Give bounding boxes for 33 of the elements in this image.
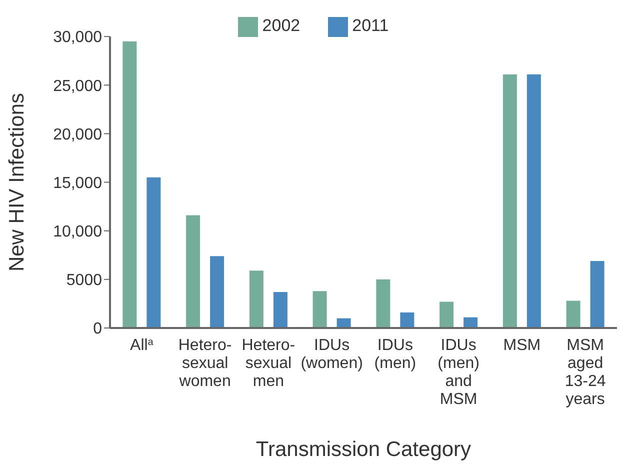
- y-tick-label: 10,000: [53, 224, 102, 241]
- bar: [146, 177, 161, 328]
- y-tick-label: 5000: [66, 272, 102, 290]
- bar: [590, 260, 604, 328]
- x-tick-label: MSM: [503, 337, 541, 354]
- bar: [376, 279, 390, 328]
- x-tick-label: Hetero- sexual women: [178, 337, 232, 390]
- bar: [122, 41, 137, 328]
- y-tick-label: 15,000: [53, 174, 102, 192]
- y-tick-label: 20,000: [53, 126, 102, 144]
- bar: [526, 74, 541, 328]
- legend-label: 2011: [352, 16, 389, 35]
- bar: [502, 74, 517, 328]
- y-tick-label: 0: [93, 320, 102, 338]
- bar: [249, 270, 264, 328]
- y-axis-title: New HIV Infections: [5, 92, 28, 272]
- bar: [440, 302, 454, 328]
- y-tick-label: 25,000: [53, 78, 102, 95]
- x-tick-label: MSM aged 13-24 years: [564, 337, 606, 408]
- bar: [273, 292, 288, 328]
- bar: [186, 215, 200, 328]
- y-tick-label: 30,000: [53, 29, 102, 46]
- x-tick-label: All$^{a}$: [130, 336, 154, 354]
- x-tick-label: IDUs (men) and MSM: [438, 337, 480, 408]
- bar: [210, 256, 224, 328]
- bar: [312, 291, 327, 328]
- bar: [400, 312, 414, 328]
- x-axis-title: Transmission Category: [256, 438, 472, 461]
- x-tick-label: IDUs (women): [300, 337, 363, 372]
- legend-label: 2002: [262, 16, 300, 35]
- x-tick-label: Hetero- sexual men: [242, 337, 296, 390]
- x-tick-label: IDUs (men): [374, 337, 416, 372]
- bar: [566, 300, 580, 328]
